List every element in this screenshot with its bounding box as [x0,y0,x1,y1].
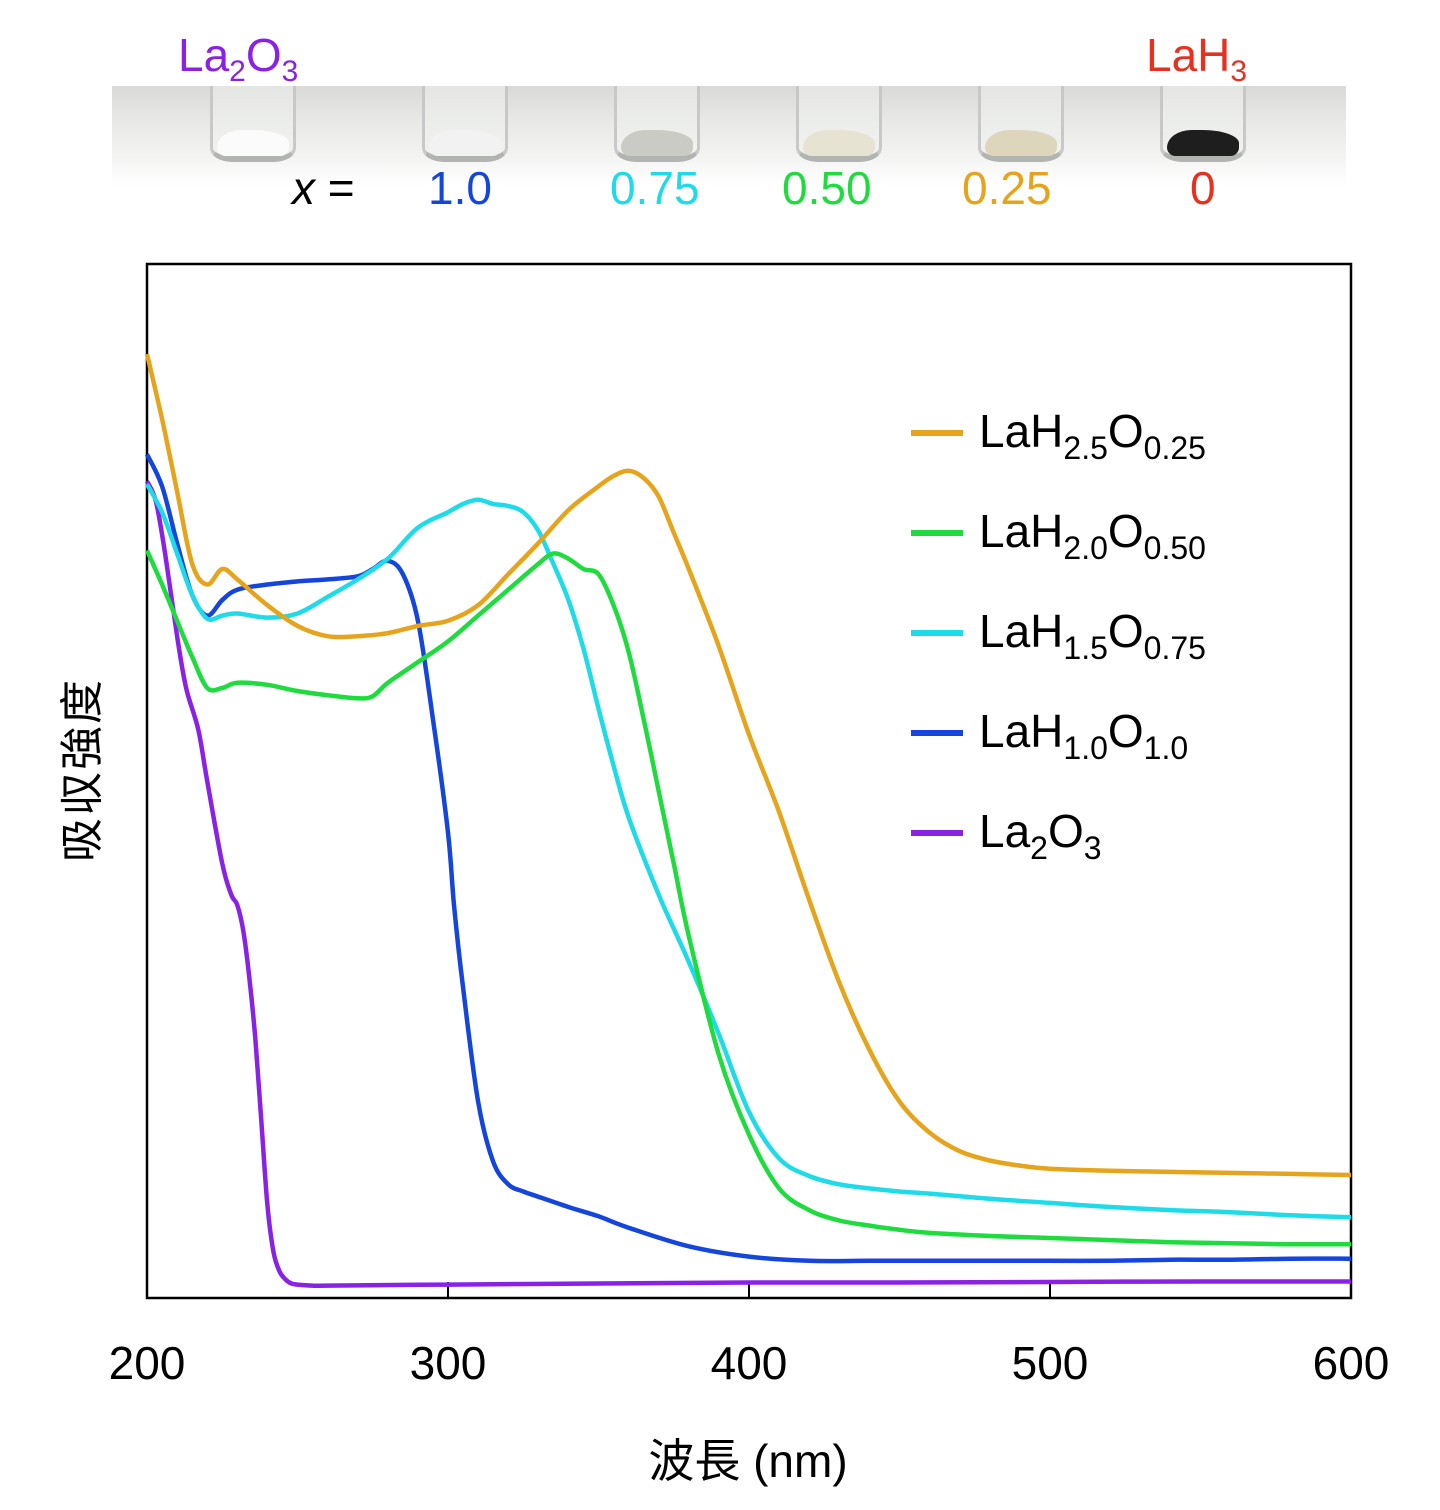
legend-swatch [911,730,963,736]
x-tick-label: 300 [409,1337,487,1389]
x-value-label: 1.0 [428,162,492,214]
legend-label: LaH2.5O0.25 [979,405,1206,464]
x-axis-label: 波長 (nm) [648,1435,848,1487]
legend-label: LaH1.5O0.75 [979,605,1206,664]
legend-label: LaH1.0O1.0 [979,705,1188,764]
label-sub: 3 [281,55,299,88]
sample-photo-strip [112,86,1346,186]
sample-powder [1167,130,1239,156]
legend-label-base: LaH [979,505,1064,557]
sample-vial [978,86,1064,162]
la2o3-sample-label: La2O3 [178,29,298,87]
legend-swatch [911,530,963,536]
legend-label-sub2: 3 [1083,830,1102,866]
x-value-label: 0.75 [610,162,700,214]
series-line-LaH2.5O0.25 [144,353,1352,1178]
legend-label-mid: O [1107,705,1144,757]
x-value-label: 0 [1190,162,1216,214]
legend-label: La2O3 [979,805,1102,864]
lah3-sample-label: LaH3 [1146,29,1247,87]
sample-powder [217,130,289,156]
legend-label-mid: O [1107,405,1144,457]
legend-label-sub1: 2 [1030,830,1048,866]
legend-label-sub2: 0.25 [1143,430,1206,466]
label-base: La [178,29,230,81]
sample-powder [985,130,1057,156]
legend-label-sub2: 0.75 [1143,630,1206,666]
legend-swatch [911,430,963,436]
label-sub: 3 [1230,55,1248,88]
series-line-LaH1.5O0.75 [145,483,1352,1220]
legend-label-base: LaH [979,605,1064,657]
legend-label-mid: O [1107,505,1144,557]
x-variable: x [292,162,315,214]
sample-vial [210,86,296,162]
x-tick-label: 400 [710,1337,788,1389]
legend-label-mid: O [1047,805,1084,857]
legend-label-sub1: 2.0 [1063,530,1108,566]
legend-label-sub1: 1.5 [1063,630,1108,666]
label-base: LaH [1146,29,1231,81]
sample-vial [422,86,508,162]
x-value-label: 0.50 [782,162,872,214]
series-line-La2O3 [144,480,1352,1288]
sample-powder [429,130,501,156]
y-axis-label: 吸収強度 [58,678,107,862]
sample-powder [803,130,875,156]
x-value-label: 0.25 [962,162,1052,214]
x-equals-label: x = [292,165,355,211]
legend-label: LaH2.0O0.50 [979,505,1206,564]
legend-label-base: LaH [979,705,1064,757]
series-lines [144,353,1352,1288]
legend-label-mid: O [1107,605,1144,657]
label-sub: 2 [229,55,246,88]
sample-vial [796,86,882,162]
legend-label-sub1: 2.5 [1063,430,1108,466]
legend-label-base: LaH [979,405,1064,457]
legend-swatch [911,830,963,836]
legend-label-sub2: 1.0 [1143,730,1189,766]
sample-vial [614,86,700,162]
equals-sign: = [327,162,355,214]
series-line-LaH1.0O1.0 [144,453,1352,1264]
legend-label-sub1: 1.0 [1063,730,1108,766]
legend-label-base: La [979,805,1031,857]
sample-vial [1160,86,1246,162]
sample-powder [621,130,693,156]
legend-label-sub2: 0.50 [1143,530,1206,566]
label-mid: O [245,29,282,81]
x-tick-label: 200 [108,1337,186,1389]
legend-swatch [911,630,963,636]
series-line-LaH2.0O0.50 [144,549,1352,1247]
x-tick-label: 600 [1312,1337,1390,1389]
x-tick-label: 500 [1011,1337,1089,1389]
